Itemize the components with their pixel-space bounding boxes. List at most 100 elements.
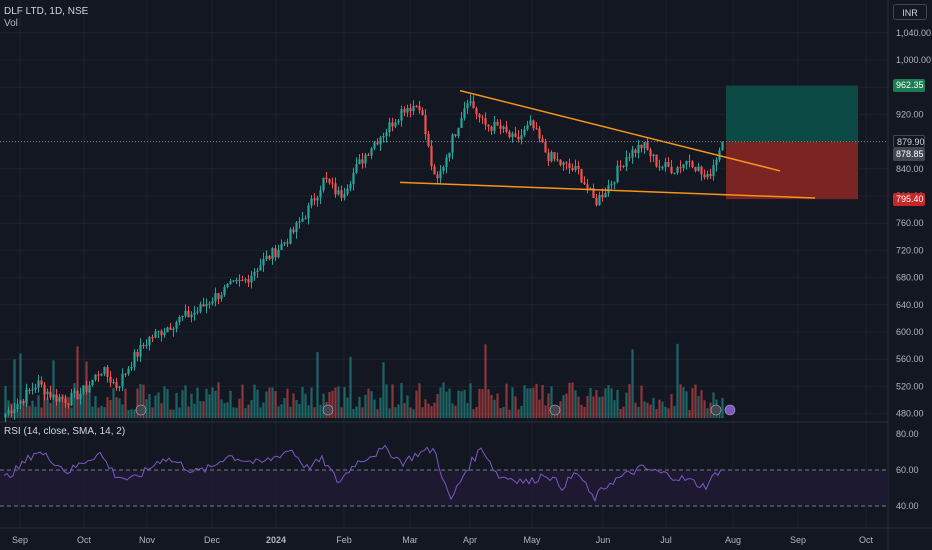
- candle-body: [244, 279, 247, 281]
- volume-bar: [295, 400, 298, 418]
- volume-bar: [49, 403, 52, 418]
- volume-bar: [610, 388, 613, 418]
- candle-body: [682, 164, 685, 169]
- rsi-band: [0, 470, 888, 506]
- candle-body: [502, 126, 505, 129]
- volume-bar: [118, 398, 121, 418]
- volume-bar: [178, 407, 181, 418]
- volume-bar: [454, 405, 457, 418]
- currency-button[interactable]: INR: [893, 4, 927, 20]
- volume-bar: [352, 409, 355, 418]
- candle-body: [697, 166, 700, 171]
- volume-bar: [490, 394, 493, 418]
- candle-body: [226, 284, 229, 288]
- volume-bar: [61, 394, 64, 418]
- candle-body: [418, 105, 421, 111]
- volume-bar: [286, 388, 289, 418]
- candle-body: [448, 152, 451, 158]
- volume-bar: [670, 394, 673, 418]
- candle-body: [451, 134, 454, 153]
- volume-bar: [232, 407, 235, 418]
- volume-bar: [406, 395, 409, 418]
- candle-body: [640, 144, 643, 149]
- candle-body: [649, 149, 652, 157]
- candle-body: [148, 337, 151, 346]
- candle-body: [637, 144, 640, 153]
- volume-bar: [667, 408, 670, 418]
- candle-body: [118, 386, 121, 388]
- volume-bar: [217, 382, 220, 418]
- candle-body: [385, 131, 388, 136]
- candle-body: [487, 124, 490, 127]
- volume-label[interactable]: Vol: [4, 18, 18, 29]
- candle-body: [580, 169, 583, 183]
- symbol-title[interactable]: DLF LTD, 1D, NSE: [4, 6, 89, 17]
- volume-bar: [436, 393, 439, 418]
- candle-body: [193, 312, 196, 315]
- volume-bar: [82, 392, 85, 418]
- candle-body: [16, 404, 19, 410]
- target-price-label: 962.35: [893, 79, 925, 93]
- candle-body: [292, 229, 295, 233]
- volume-bar: [205, 388, 208, 418]
- volume-bar: [301, 386, 304, 418]
- candle-body: [127, 368, 130, 374]
- candle-body: [508, 131, 511, 138]
- time-tick-label: Dec: [204, 535, 221, 545]
- candle-body: [394, 122, 397, 127]
- candle-body: [52, 394, 55, 398]
- candle-body: [535, 128, 538, 130]
- volume-bar: [397, 404, 400, 418]
- volume-bar: [562, 395, 565, 418]
- candle-body: [496, 122, 499, 126]
- candle-body: [121, 373, 124, 387]
- volume-bar: [127, 409, 130, 418]
- candle-body: [211, 301, 214, 304]
- candle-body: [7, 410, 10, 414]
- volume-bar: [589, 387, 592, 418]
- resistance-trendline: [459, 89, 781, 172]
- candle-body: [475, 108, 478, 115]
- volume-bar: [649, 404, 652, 418]
- candle-body: [199, 304, 202, 312]
- candle-body: [103, 367, 106, 374]
- volume-bar: [208, 394, 211, 418]
- volume-bar: [349, 356, 352, 418]
- volume-bar: [169, 409, 172, 418]
- rsi-label[interactable]: RSI (14, close, SMA, 14, 2): [4, 426, 126, 437]
- candle-body: [223, 287, 226, 296]
- volume-bar: [124, 388, 127, 418]
- volume-bar: [175, 392, 178, 418]
- price-tick-label: 560.00: [896, 354, 924, 364]
- candle-body: [100, 373, 103, 376]
- candle-body: [46, 391, 49, 395]
- candle-body: [466, 103, 469, 109]
- volume-bar: [697, 396, 700, 418]
- volume-bar: [274, 391, 277, 418]
- rsi-line: [3, 444, 722, 503]
- volume-bar: [505, 383, 508, 418]
- candle-body: [397, 120, 400, 123]
- candle-body: [445, 157, 448, 168]
- time-tick-label: Jul: [660, 535, 672, 545]
- price-tick-label: 520.00: [896, 381, 924, 391]
- candle-body: [88, 385, 91, 392]
- candle-body: [61, 397, 64, 399]
- price-tick-label: 920.00: [896, 109, 924, 119]
- candle-body: [313, 198, 316, 201]
- candle-body: [595, 197, 598, 206]
- candle-body: [601, 194, 604, 198]
- candle-body: [457, 127, 460, 136]
- volume-bar: [235, 407, 238, 418]
- candle-body: [550, 152, 553, 162]
- volume-bar: [40, 407, 43, 418]
- candle-body: [67, 403, 70, 406]
- volume-bar: [502, 407, 505, 418]
- volume-bar: [358, 396, 361, 418]
- candle-body: [355, 164, 358, 173]
- volume-bar: [628, 384, 631, 418]
- candle-body: [139, 344, 142, 357]
- volume-bar: [646, 402, 649, 418]
- candle-body: [619, 165, 622, 167]
